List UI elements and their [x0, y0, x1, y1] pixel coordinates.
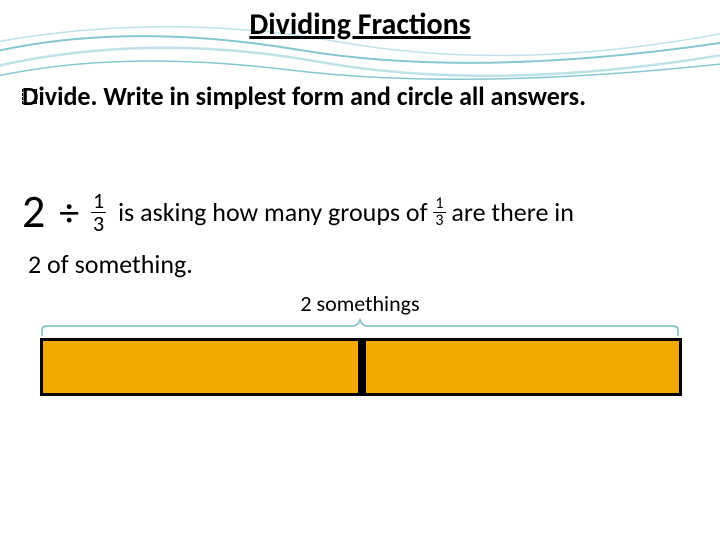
instruction-text: Divide. Write in simplest form and circl… [22, 80, 698, 114]
fraction-denominator: 3 [91, 213, 106, 235]
explain-line-2: 2 of something. [28, 248, 193, 280]
small-fraction-denominator: 3 [433, 213, 445, 229]
math-expression: 2 ÷ 1 3 is asking how many groups of 1 3… [22, 185, 712, 240]
whole-number: 2 [22, 185, 45, 240]
instruction-rest: ivide. Write in simplest form and circle… [38, 80, 586, 112]
division-sign: ÷ [59, 189, 79, 237]
page-title: Dividing Fractions [0, 6, 720, 43]
diagram-label: 2 somethings [0, 290, 720, 317]
bar-diagram [40, 338, 682, 396]
bar-unit-2 [361, 338, 682, 396]
fraction-one-third: 1 3 [91, 190, 106, 235]
bullet-placeholder-icon [22, 89, 37, 104]
small-fraction-one-third: 1 3 [433, 196, 445, 229]
explain-text-1: is asking how many groups of [118, 196, 433, 228]
bar-unit-1 [40, 338, 361, 396]
curly-bracket-icon [40, 318, 680, 338]
explain-text-2: are there in [451, 196, 573, 228]
